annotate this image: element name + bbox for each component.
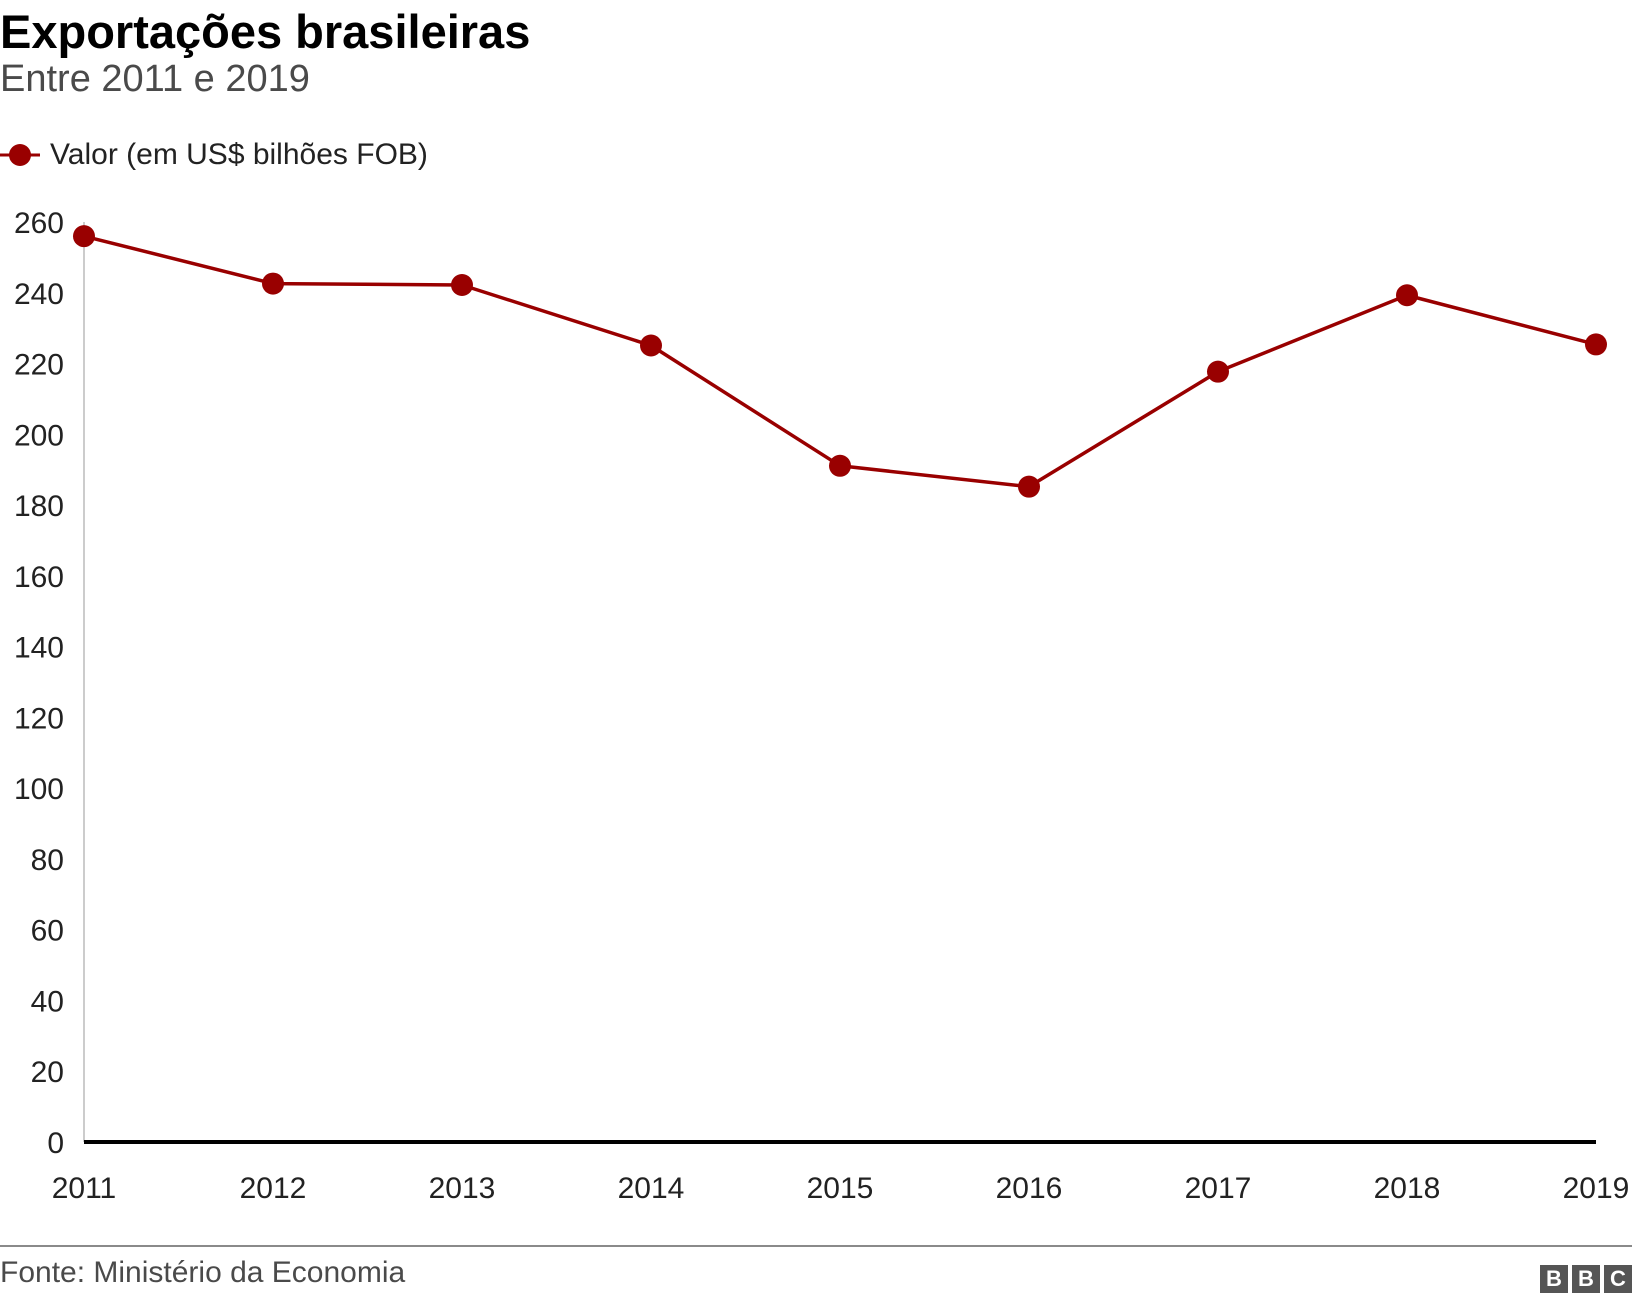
x-tick-label: 2016 (996, 1172, 1063, 1205)
x-tick-label: 2017 (1185, 1172, 1252, 1205)
x-tick-label: 2013 (429, 1172, 496, 1205)
y-tick-label: 220 (14, 349, 64, 382)
y-tick-label: 100 (14, 773, 64, 806)
legend: Valor (em US$ bilhões FOB) (0, 135, 428, 175)
data-point (73, 225, 95, 248)
chart-title: Exportações brasileiras (0, 5, 531, 58)
footer-divider (0, 1245, 1632, 1247)
data-point (1585, 333, 1607, 356)
y-tick-label: 160 (14, 561, 64, 594)
y-tick-label: 0 (47, 1127, 64, 1160)
y-tick-label: 40 (31, 985, 64, 1018)
y-tick-label: 200 (14, 419, 64, 452)
y-tick-label: 60 (31, 915, 64, 948)
legend-marker-icon (0, 144, 40, 166)
source-note: Fonte: Ministério da Economia (0, 1256, 406, 1289)
y-tick-label: 120 (14, 702, 64, 735)
data-point (1396, 284, 1418, 307)
chart-subtitle: Entre 2011 e 2019 (0, 58, 310, 100)
y-tick-label: 140 (14, 632, 64, 665)
y-tick-label: 20 (31, 1056, 64, 1089)
y-tick-label: 80 (31, 844, 64, 877)
data-point (262, 272, 284, 295)
bbc-logo: B B C (1540, 1265, 1632, 1293)
logo-letter: B (1572, 1265, 1600, 1293)
x-tick-label: 2018 (1374, 1172, 1441, 1205)
logo-letter: B (1540, 1265, 1568, 1293)
line-chart: 0 20 40 60 80 100 120 140 160 180 200 220 240 260 2011… (14, 207, 1630, 1205)
data-point (829, 454, 851, 477)
logo-letter: C (1604, 1265, 1632, 1293)
y-tick-label: 240 (14, 278, 64, 311)
x-tick-label: 2015 (807, 1172, 874, 1205)
x-tick-label: 2014 (618, 1172, 685, 1205)
y-tick-label: 180 (14, 490, 64, 523)
series-line (83, 234, 1597, 489)
x-tick-label: 2011 (52, 1172, 117, 1205)
data-point (1207, 360, 1229, 383)
x-tick-label: 2012 (240, 1172, 307, 1205)
y-tick-label: 260 (14, 207, 64, 240)
data-point (451, 273, 473, 296)
legend-label: Valor (em US$ bilhões FOB) (50, 138, 428, 171)
x-tick-label: 2019 (1563, 1172, 1630, 1205)
data-point (1018, 475, 1040, 498)
data-point (640, 334, 662, 357)
